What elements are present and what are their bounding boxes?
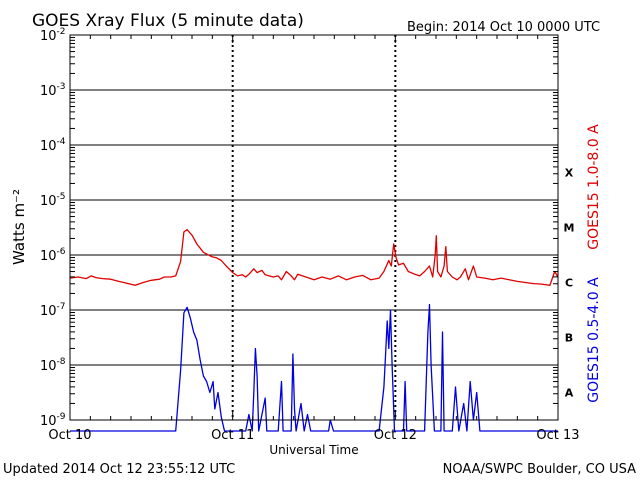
- legend-short-channel: GOES15 0.5-4.0 A: [586, 277, 602, 403]
- y-tick-label-5: 10-7: [40, 302, 66, 319]
- flare-class-b: B: [565, 332, 573, 345]
- flare-class-x: X: [565, 167, 574, 180]
- y-tick-label-0: 10-2: [40, 27, 66, 44]
- credit: NOAA/SWPC Boulder, CO USA: [443, 462, 636, 477]
- y-axis: 10-2 10-3 10-4 10-5 10-6 10-7 10-8 10-9: [40, 27, 558, 429]
- updated-time: Updated 2014 Oct 12 23:55:12 UTC: [3, 462, 235, 477]
- y-axis-label: Watts m⁻²: [10, 189, 28, 265]
- legend-long-channel: GOES15 1.0-8.0 A: [586, 124, 602, 250]
- x-tick-label-1: Oct 11: [211, 428, 254, 443]
- y-tick-label-7: 10-9: [40, 412, 66, 429]
- flare-class-c: C: [565, 277, 573, 290]
- y-tick-label-4: 10-6: [40, 247, 66, 264]
- y-tick-label-1: 10-3: [40, 82, 66, 99]
- begin-time: Begin: 2014 Oct 10 0000 UTC: [407, 20, 600, 35]
- x-tick-label-3: Oct 13: [536, 428, 579, 443]
- y-tick-label-6: 10-8: [40, 357, 66, 374]
- series-line-1: [70, 303, 558, 432]
- x-axis-label: Universal Time: [269, 443, 358, 457]
- x-tick-label-0: Oct 10: [48, 428, 91, 443]
- flare-class-a: A: [565, 387, 574, 400]
- plot-frame: [69, 34, 559, 421]
- x-tick-label-2: Oct 12: [374, 428, 417, 443]
- chart-title: GOES Xray Flux (5 minute data): [32, 11, 304, 31]
- flare-class-m: M: [564, 222, 575, 235]
- plot-series: [69, 229, 559, 432]
- series-line-0: [69, 229, 559, 286]
- grid-lines: [70, 34, 558, 421]
- flare-class-labels: X M C B A: [564, 167, 575, 400]
- y-tick-label-3: 10-5: [40, 192, 66, 209]
- x-axis: Oct 10 Oct 11 Oct 12 Oct 13: [48, 35, 580, 443]
- y-tick-label-2: 10-4: [40, 137, 66, 154]
